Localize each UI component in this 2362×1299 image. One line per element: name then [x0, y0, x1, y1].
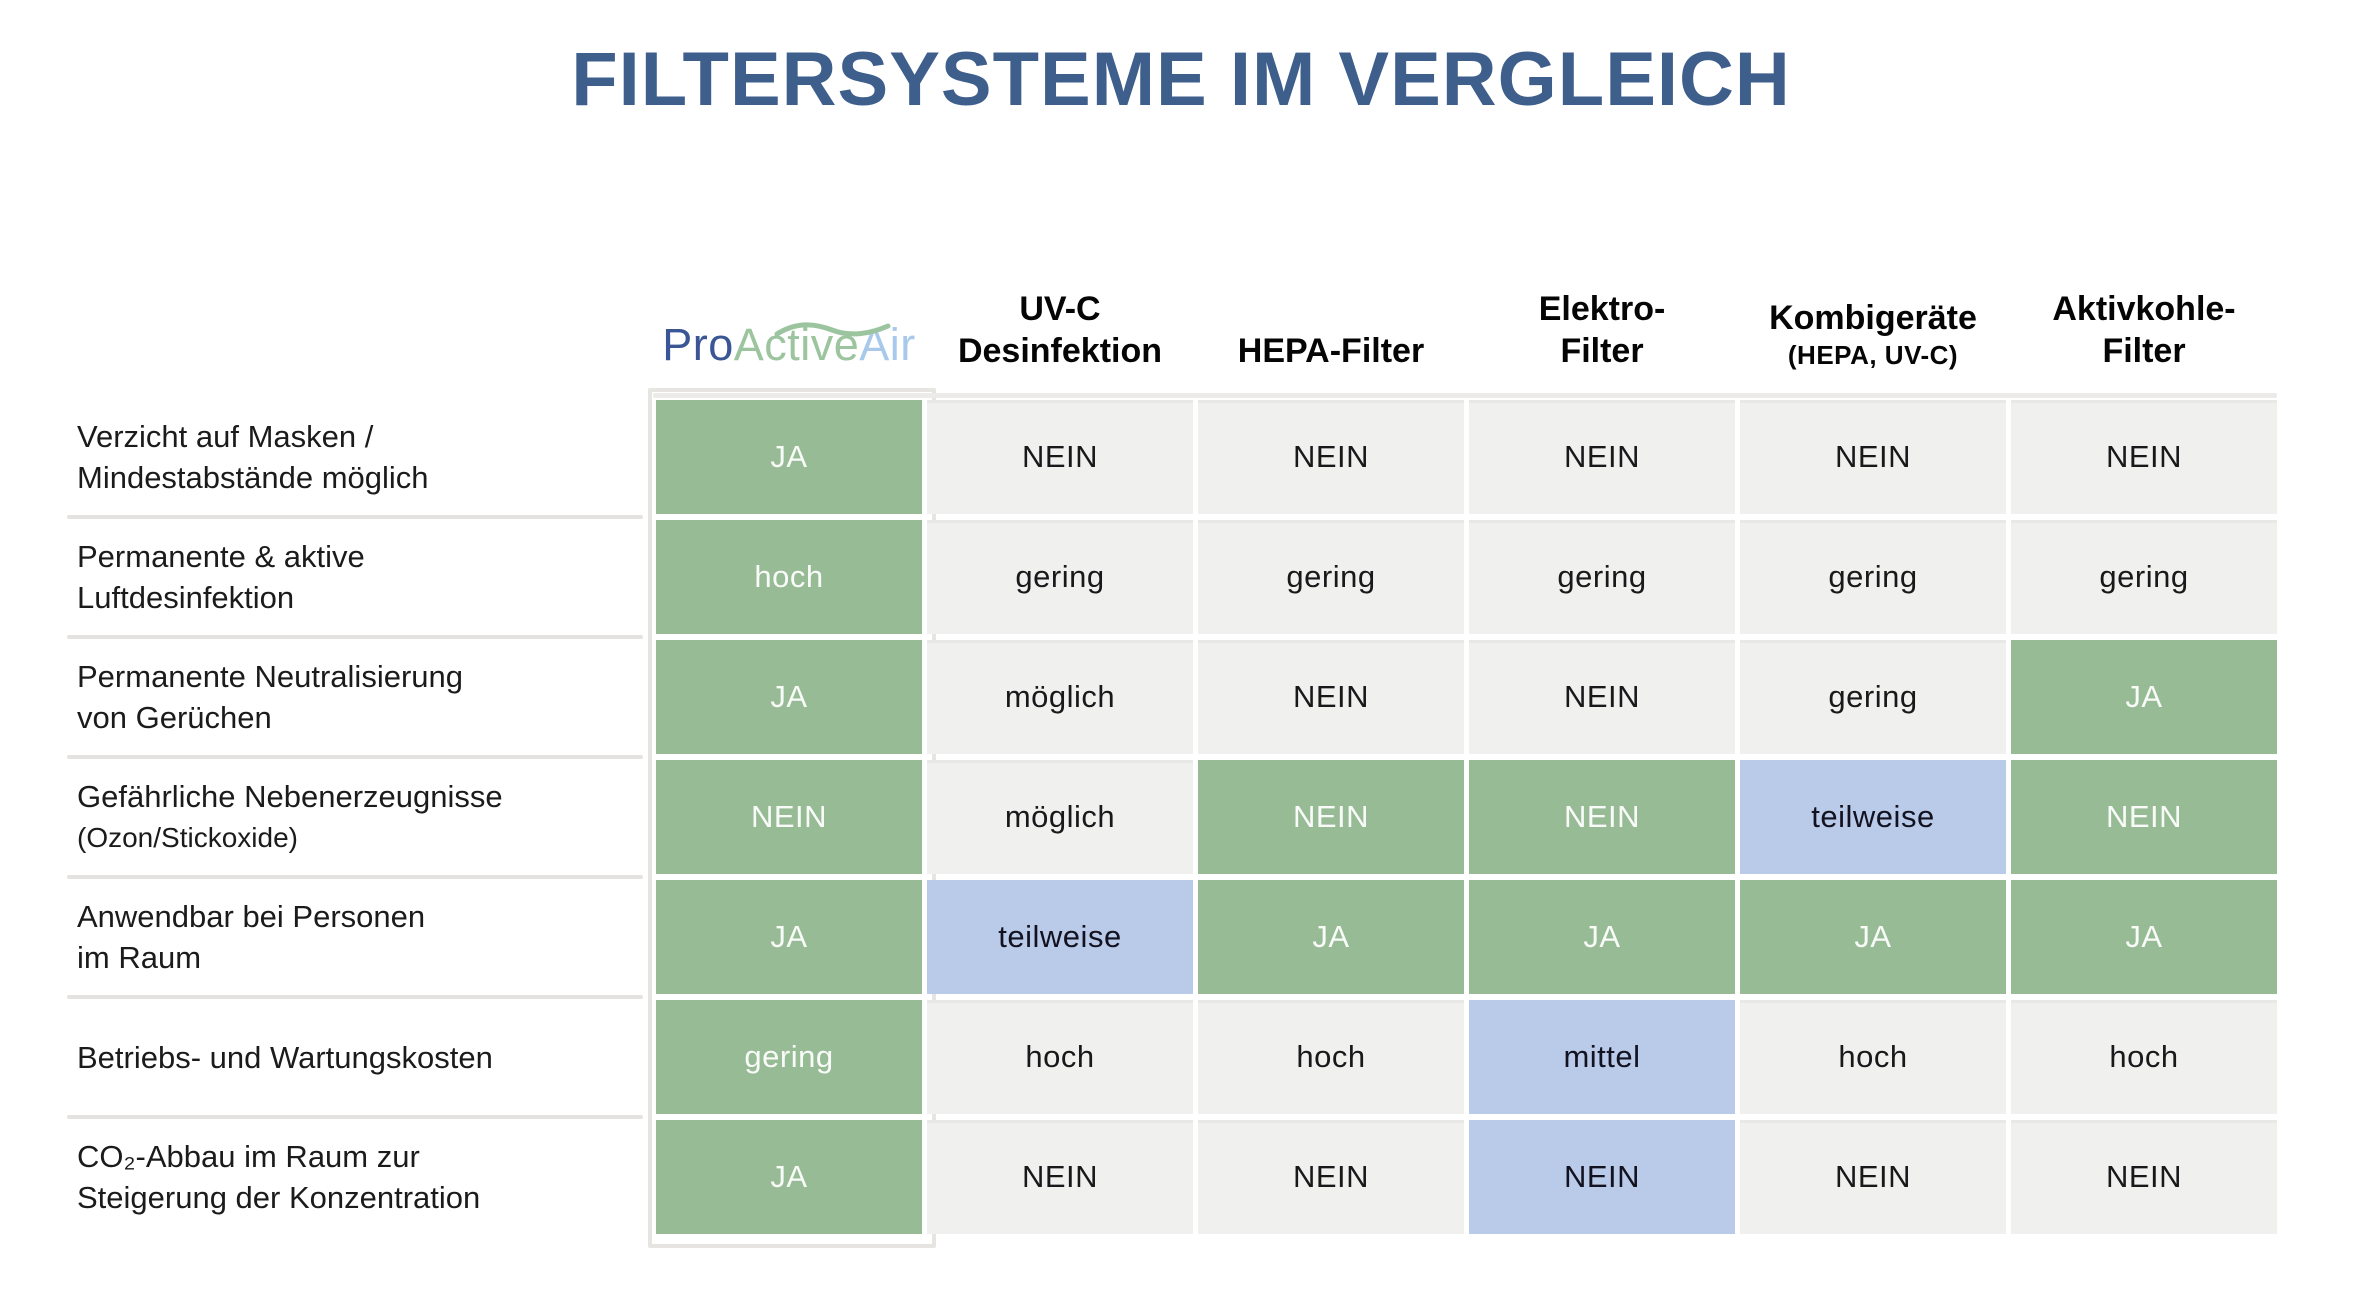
- cell-r1-hepa: NEIN: [1198, 400, 1464, 514]
- cell-r2-proactiveair: hoch: [656, 520, 922, 634]
- row-label-subline: (Ozon/Stickoxide): [77, 822, 298, 853]
- row-label-gerueche: Permanente Neutralisierung von Gerüchen: [65, 640, 651, 759]
- cell-r1-kombi: NEIN: [1740, 400, 2006, 514]
- cell-r6-aktivkohle: hoch: [2011, 1000, 2277, 1114]
- table-corner: [65, 262, 651, 394]
- column-header-subline: (HEPA, UV-C): [1787, 340, 1959, 370]
- column-header-uvc: UV-C Desinfektion: [927, 262, 1193, 394]
- column-header-line: UV-C: [1019, 290, 1101, 328]
- page-title: FILTERSYSTEME IM VERGLEICH: [571, 37, 1791, 122]
- cell-r1-proactiveair: JA: [656, 400, 922, 514]
- cell-r3-uvc: möglich: [927, 640, 1193, 754]
- cell-r7-hepa: NEIN: [1198, 1120, 1464, 1234]
- cell-r5-hepa: JA: [1198, 880, 1464, 994]
- cell-r5-proactiveair: JA: [656, 880, 922, 994]
- column-header-kombi: Kombigeräte (HEPA, UV-C): [1740, 262, 2006, 394]
- row-label-line: von Gerüchen: [77, 700, 272, 735]
- cell-r3-aktivkohle: JA: [2011, 640, 2277, 754]
- row-label-wartungskosten: Betriebs- und Wartungskosten: [65, 1000, 651, 1119]
- row-label-line: im Raum: [77, 940, 202, 975]
- cell-r6-proactiveair: gering: [656, 1000, 922, 1114]
- column-header-line: HEPA-Filter: [1237, 332, 1425, 370]
- row-label-line: Permanente & aktive: [77, 539, 365, 574]
- cell-r4-proactiveair: NEIN: [656, 760, 922, 874]
- logo-part-pro: Pro: [662, 319, 734, 370]
- row-label-line: Permanente Neutralisierung: [77, 659, 463, 694]
- cell-r7-kombi: NEIN: [1740, 1120, 2006, 1234]
- cell-r4-elektro: NEIN: [1469, 760, 1735, 874]
- comparison-table: ProActiveAir UV-C Desinfektion HEPA-Filt…: [65, 262, 2277, 1248]
- row-label-line: Luftdesinfektion: [77, 580, 295, 615]
- cell-r2-kombi: gering: [1740, 520, 2006, 634]
- cell-r6-elektro: mittel: [1469, 1000, 1735, 1114]
- cell-r5-kombi: JA: [1740, 880, 2006, 994]
- cell-r2-aktivkohle: gering: [2011, 520, 2277, 634]
- cell-r7-proactiveair: JA: [656, 1120, 922, 1234]
- column-header-line: Aktivkohle-: [2052, 290, 2236, 328]
- column-header-elektro: Elektro- Filter: [1469, 262, 1735, 394]
- cell-r4-aktivkohle: NEIN: [2011, 760, 2277, 874]
- column-header-aktivkohle: Aktivkohle- Filter: [2011, 262, 2277, 394]
- cell-r1-uvc: NEIN: [927, 400, 1193, 514]
- logo-part-air: Air: [859, 319, 916, 370]
- cell-r2-uvc: gering: [927, 520, 1193, 634]
- cell-r7-aktivkohle: NEIN: [2011, 1120, 2277, 1234]
- cell-r3-hepa: NEIN: [1198, 640, 1464, 754]
- column-header-line: Filter: [1560, 332, 1644, 370]
- row-label-line: Anwendbar bei Personen: [77, 899, 426, 934]
- row-label-line: Steigerung der Konzentration: [77, 1180, 481, 1215]
- column-header-line: Desinfektion: [957, 332, 1163, 370]
- cell-r2-elektro: gering: [1469, 520, 1735, 634]
- cell-r6-hepa: hoch: [1198, 1000, 1464, 1114]
- cell-r1-aktivkohle: NEIN: [2011, 400, 2277, 514]
- row-label-luftdesinfektion: Permanente & aktive Luftdesinfektion: [65, 520, 651, 639]
- row-label-nebenerzeugnisse: Gefährliche Nebenerzeugnisse (Ozon/Stick…: [65, 760, 651, 879]
- column-header-line: Elektro-: [1538, 290, 1666, 328]
- cell-r6-kombi: hoch: [1740, 1000, 2006, 1114]
- row-label-line: Verzicht auf Masken /: [77, 419, 374, 454]
- column-header-proactiveair: ProActiveAir: [656, 262, 922, 394]
- cell-r3-kombi: gering: [1740, 640, 2006, 754]
- cell-r4-uvc: möglich: [927, 760, 1193, 874]
- row-label-line: Betriebs- und Wartungskosten: [77, 1039, 493, 1075]
- row-label-personen: Anwendbar bei Personen im Raum: [65, 880, 651, 999]
- row-label-co2: CO₂-Abbau im Raum zur Steigerung der Kon…: [65, 1120, 651, 1234]
- cell-r5-uvc: teilweise: [927, 880, 1193, 994]
- cell-r3-proactiveair: JA: [656, 640, 922, 754]
- row-label-masken: Verzicht auf Masken / Mindestabstände mö…: [65, 400, 651, 519]
- row-label-line: CO₂-Abbau im Raum zur: [77, 1139, 420, 1174]
- brand-logo: ProActiveAir: [662, 322, 916, 367]
- cell-r1-elektro: NEIN: [1469, 400, 1735, 514]
- cell-r6-uvc: hoch: [927, 1000, 1193, 1114]
- logo-wave-icon: [774, 322, 891, 337]
- cell-r2-hepa: gering: [1198, 520, 1464, 634]
- row-label-line: Mindestabstände möglich: [77, 460, 429, 495]
- column-header-line: Kombigeräte: [1769, 299, 1977, 337]
- cell-r7-elektro: NEIN: [1469, 1120, 1735, 1234]
- cell-r4-hepa: NEIN: [1198, 760, 1464, 874]
- column-header-hepa: HEPA-Filter: [1198, 262, 1464, 394]
- cell-r5-elektro: JA: [1469, 880, 1735, 994]
- cell-r3-elektro: NEIN: [1469, 640, 1735, 754]
- column-header-line: Filter: [2102, 332, 2186, 370]
- cell-r7-uvc: NEIN: [927, 1120, 1193, 1234]
- cell-r4-kombi: teilweise: [1740, 760, 2006, 874]
- row-label-line: Gefährliche Nebenerzeugnisse: [77, 779, 503, 814]
- cell-r5-aktivkohle: JA: [2011, 880, 2277, 994]
